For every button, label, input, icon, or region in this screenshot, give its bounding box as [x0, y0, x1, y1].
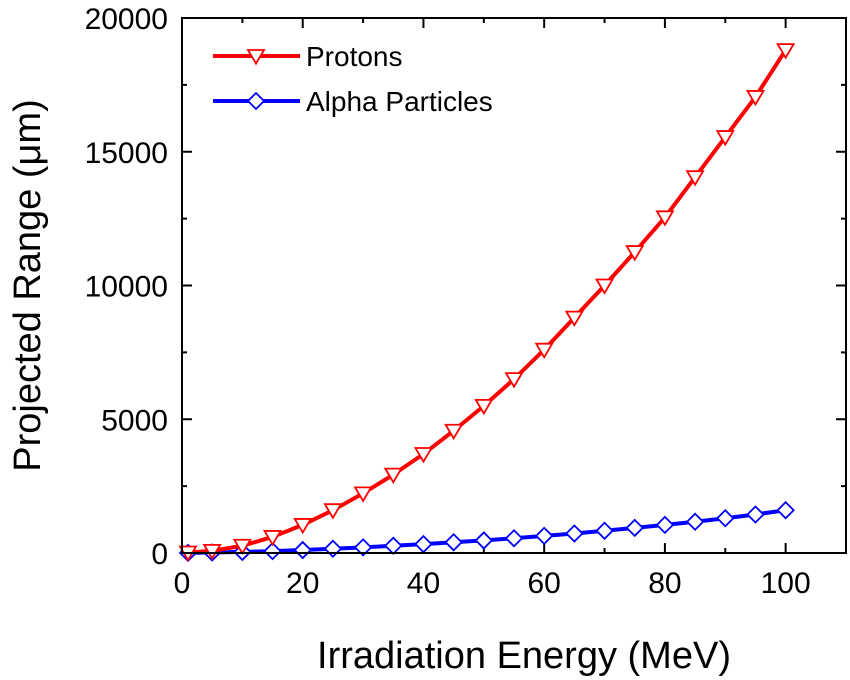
y-axis-ticks: 0 5000 10000 15000 20000 — [85, 3, 846, 571]
alpha-particles-point — [323, 539, 343, 558]
alpha-particles-point — [685, 512, 705, 531]
alpha-particles-point — [353, 538, 373, 557]
y-tick-label: 0 — [151, 538, 168, 571]
alpha-particles-point — [655, 515, 675, 535]
protons-line — [187, 49, 788, 555]
x-tick-label: 80 — [648, 567, 681, 600]
protons-point — [323, 503, 343, 520]
alpha-particles-point — [293, 540, 313, 560]
protons-point — [293, 518, 313, 535]
alpha-particles-point — [625, 518, 645, 538]
protons-point — [534, 342, 554, 360]
protons-point — [715, 130, 735, 147]
protons-point — [474, 398, 494, 416]
protons-point — [745, 90, 766, 107]
x-tick-label: 60 — [527, 567, 560, 600]
legend: Protons Alpha Particles — [213, 41, 493, 117]
protons-point — [594, 278, 615, 295]
protons-point — [655, 210, 675, 227]
series-layer — [178, 43, 796, 563]
x-tick-label: 0 — [174, 567, 191, 600]
protons-point — [504, 372, 524, 389]
alpha-particles-point — [444, 533, 463, 552]
y-tick-label: 10000 — [85, 271, 168, 304]
plot-frame — [181, 17, 847, 554]
protons-point — [625, 245, 645, 262]
alpha-particles-point — [263, 541, 282, 561]
protons-point — [202, 543, 222, 561]
protons-point — [776, 43, 796, 60]
alpha-particles-point — [414, 534, 433, 554]
alpha-particles-point — [565, 524, 584, 543]
alpha-particles-point — [534, 526, 554, 546]
protons-point — [353, 486, 373, 503]
alpha-particles-point — [383, 536, 403, 556]
alpha-particles-point — [776, 500, 795, 520]
alpha-particles-point — [504, 529, 524, 548]
y-tick-label: 15000 — [85, 137, 168, 170]
legend-alpha-particles-marker — [246, 91, 266, 111]
protons-point — [444, 423, 464, 441]
alpha-particles-point — [474, 531, 494, 550]
alpha-particles-point — [746, 505, 765, 524]
y-tick-label: 5000 — [101, 404, 168, 437]
legend-protons-label: Protons — [306, 41, 403, 72]
protons-point — [413, 447, 434, 464]
alpha-particles-point — [595, 521, 614, 541]
x-tick-label: 20 — [286, 567, 319, 600]
protons-point — [383, 467, 403, 484]
protons-point — [685, 170, 705, 187]
x-tick-label: 40 — [407, 567, 440, 600]
y-axis-title: Projected Range (μm) — [7, 99, 49, 472]
x-axis-title: Irradiation Energy (MeV) — [317, 635, 731, 677]
x-axis-ticks: 0 20 40 60 80 100 — [174, 18, 811, 600]
y-tick-label: 20000 — [85, 3, 168, 36]
protons-point — [564, 310, 584, 327]
protons-point — [232, 538, 252, 556]
x-tick-label: 100 — [761, 567, 811, 600]
alpha-particles-point — [715, 508, 735, 528]
legend-alpha-particles-label: Alpha Particles — [306, 86, 493, 117]
legend-protons-marker — [246, 49, 266, 66]
protons-point — [262, 530, 283, 547]
